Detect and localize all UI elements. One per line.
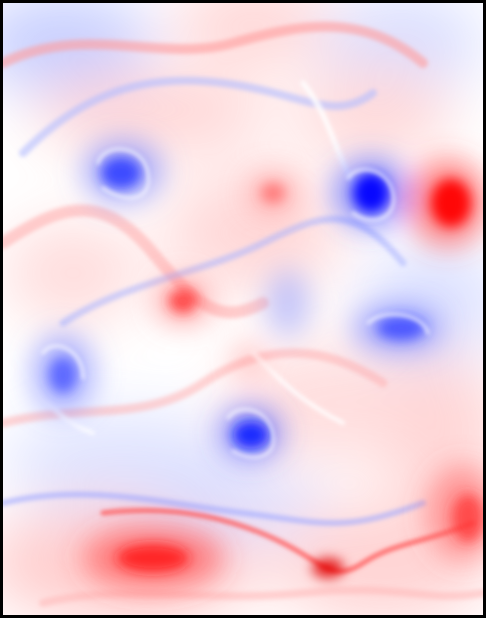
- vortex-core: [452, 494, 483, 542]
- vortex-halo: [266, 269, 310, 337]
- vortex-core: [353, 173, 389, 213]
- vortex-core: [312, 558, 344, 578]
- swirl-highlights: [41, 147, 430, 459]
- vortex-core: [377, 316, 425, 340]
- vortex-core: [233, 421, 269, 449]
- vortex-core: [431, 179, 471, 227]
- vortex-cores: [49, 157, 483, 578]
- vortex-core: [169, 289, 197, 313]
- vortex-core: [101, 157, 141, 189]
- vortex-halo: [234, 347, 262, 375]
- vortex-core: [49, 357, 77, 393]
- vortex-core: [261, 183, 285, 203]
- vorticity-field: [3, 3, 483, 615]
- background-wash: [3, 3, 483, 615]
- vortex-core: [117, 544, 189, 572]
